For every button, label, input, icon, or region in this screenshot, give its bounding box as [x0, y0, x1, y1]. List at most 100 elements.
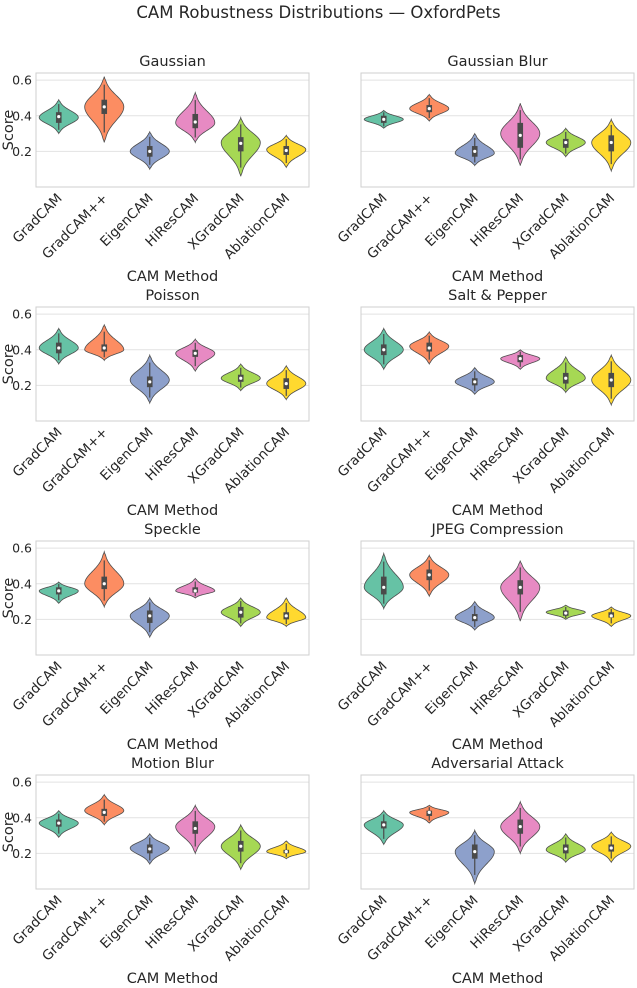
- y-tick-label: 0.4: [12, 810, 32, 825]
- x-axis-label: CAM Method: [452, 971, 544, 987]
- y-axis-label: Score: [1, 812, 17, 853]
- plot-frame: [360, 540, 635, 656]
- subplot-title: Speckle: [144, 522, 201, 538]
- subplot-title: Poisson: [145, 288, 199, 304]
- median-marker: [148, 847, 152, 851]
- median-marker: [427, 810, 431, 815]
- median-marker: [239, 376, 243, 380]
- median-marker: [284, 148, 288, 153]
- median-marker: [193, 120, 197, 124]
- subplot-gaussian: Gaussian0.20.40.6ScoreGradCAMGradCAM++Ei…: [1, 54, 310, 285]
- median-marker: [102, 582, 106, 586]
- plot-frame: [35, 306, 310, 422]
- median-marker: [57, 346, 61, 350]
- y-tick-label: 0.6: [12, 541, 32, 556]
- median-marker: [193, 826, 197, 831]
- plot-frame: [35, 540, 310, 656]
- plot-frame: [35, 774, 310, 890]
- median-marker: [518, 357, 522, 361]
- plot-frame: [360, 306, 635, 422]
- x-axis-label: CAM Method: [127, 269, 219, 285]
- plot-area: [36, 541, 309, 655]
- plot-area: [361, 307, 634, 421]
- median-marker: [609, 140, 613, 145]
- subplot-salt-pepper: Salt & PepperGradCAMGradCAM++EigenCAMHiR…: [335, 288, 635, 519]
- y-tick-label: 0.2: [12, 846, 32, 861]
- plot-area: [361, 775, 634, 889]
- median-marker: [284, 614, 288, 618]
- median-marker: [518, 585, 522, 589]
- median-marker: [102, 346, 106, 350]
- median-marker: [473, 149, 477, 153]
- median-marker: [57, 821, 61, 825]
- subplot-adversarial-attack: Adversarial AttackGradCAMGradCAM++EigenC…: [335, 756, 635, 987]
- median-marker: [382, 585, 386, 589]
- y-tick-label: 0.4: [12, 108, 32, 123]
- plot-area: [361, 73, 634, 187]
- y-tick-label: 0.2: [12, 612, 32, 627]
- subplot-title: Gaussian: [139, 54, 206, 70]
- x-axis-label: CAM Method: [127, 737, 219, 753]
- subplot-title: Gaussian Blur: [447, 54, 547, 70]
- median-marker: [427, 346, 431, 350]
- median-marker: [564, 376, 568, 380]
- y-tick-label: 0.6: [12, 73, 32, 88]
- median-marker: [382, 117, 386, 121]
- y-tick-label: 0.6: [12, 307, 32, 322]
- y-tick-label: 0.6: [12, 775, 32, 790]
- median-marker: [102, 105, 106, 109]
- median-marker: [609, 614, 613, 618]
- x-axis-label: CAM Method: [452, 269, 544, 285]
- subplot-gaussian-blur: Gaussian BlurGradCAMGradCAM++EigenCAMHiR…: [335, 54, 635, 285]
- median-marker: [102, 810, 106, 815]
- median-marker: [518, 825, 522, 829]
- median-marker: [564, 847, 568, 851]
- y-tick-label: 0.2: [12, 378, 32, 393]
- plot-frame: [35, 72, 310, 188]
- y-tick-label: 0.4: [12, 576, 32, 591]
- median-marker: [239, 610, 243, 614]
- median-marker: [193, 351, 197, 355]
- median-marker: [473, 849, 477, 854]
- median-marker: [473, 615, 477, 620]
- median-marker: [239, 141, 243, 145]
- plot-area: [361, 541, 634, 655]
- subplot-speckle: Speckle0.20.40.6ScoreGradCAMGradCAM++Eig…: [1, 522, 310, 753]
- x-axis-label: CAM Method: [452, 737, 544, 753]
- y-tick-label: 0.4: [12, 342, 32, 357]
- plot-frame: [360, 72, 635, 188]
- x-axis-label: CAM Method: [127, 503, 219, 519]
- median-marker: [427, 573, 431, 577]
- median-marker: [148, 380, 152, 384]
- median-marker: [473, 380, 477, 384]
- subplot-poisson: Poisson0.20.40.6ScoreGradCAMGradCAM++Eig…: [1, 288, 310, 519]
- median-marker: [427, 107, 431, 111]
- plot-area: [36, 73, 309, 187]
- y-tick-label: 0.2: [12, 144, 32, 159]
- plot-area: [36, 775, 309, 889]
- median-marker: [239, 844, 243, 848]
- subplot-jpeg-compression: JPEG CompressionGradCAMGradCAM++EigenCAM…: [335, 522, 635, 753]
- plot-frame: [360, 774, 635, 890]
- subplot-title: Motion Blur: [131, 756, 214, 772]
- subplot-title: Adversarial Attack: [431, 756, 564, 772]
- x-axis-label: CAM Method: [127, 971, 219, 987]
- subplot-motion-blur: Motion Blur0.20.40.6ScoreGradCAMGradCAM+…: [1, 756, 310, 987]
- subplot-title: Salt & Pepper: [448, 288, 547, 304]
- median-marker: [284, 381, 288, 386]
- x-axis-label: CAM Method: [452, 503, 544, 519]
- median-marker: [193, 589, 197, 593]
- median-marker: [148, 614, 152, 618]
- median-marker: [382, 823, 386, 827]
- median-marker: [382, 348, 386, 352]
- median-marker: [148, 149, 152, 153]
- median-marker: [518, 133, 522, 137]
- median-marker: [609, 846, 613, 850]
- median-marker: [57, 589, 61, 593]
- y-axis-label: Score: [1, 578, 17, 619]
- median-marker: [284, 849, 288, 854]
- median-marker: [609, 378, 613, 382]
- y-axis-label: Score: [1, 344, 17, 385]
- median-marker: [57, 115, 61, 119]
